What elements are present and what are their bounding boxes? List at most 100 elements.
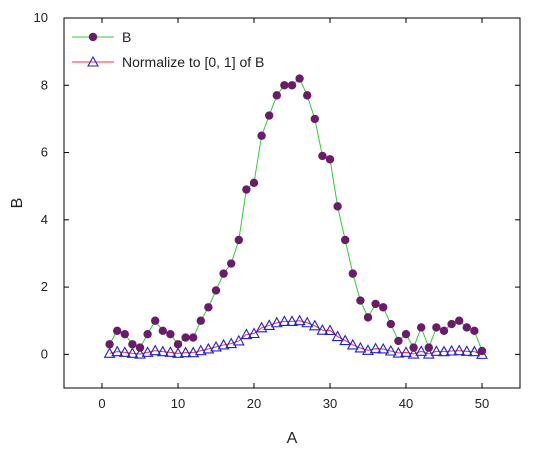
data-point: [417, 323, 426, 332]
x-tick-label: 0: [98, 396, 105, 411]
data-point: [468, 345, 481, 357]
data-point: [272, 91, 281, 100]
axis-ticks: 0 10 20 30 40 50 0 2 4 6 8 10: [34, 10, 520, 411]
data-point: [318, 151, 327, 161]
data-point: [333, 202, 342, 211]
data-point: [386, 319, 395, 329]
x-tick-label: 30: [323, 396, 337, 411]
y-tick-label: 6: [41, 145, 48, 160]
data-point: [151, 316, 160, 325]
data-point: [470, 326, 479, 336]
series-line: [109, 320, 483, 355]
data-point: [316, 324, 329, 335]
legend-marker-swatch: [88, 32, 98, 42]
legend-item: B: [72, 29, 131, 45]
data-point: [310, 114, 319, 124]
data-point: [348, 269, 357, 278]
y-tick-label: 2: [41, 279, 48, 294]
data-point: [164, 346, 177, 357]
data-point: [286, 315, 298, 326]
x-tick-label: 20: [247, 396, 261, 411]
data-point: [430, 345, 443, 356]
series-2: [103, 314, 488, 359]
y-tick-label: 10: [34, 10, 48, 25]
data-point: [202, 342, 215, 354]
data-point: [401, 329, 411, 339]
data-point: [219, 269, 228, 278]
data-point: [447, 319, 456, 329]
data-point: [354, 341, 367, 353]
data-point: [438, 345, 450, 357]
data-point: [462, 323, 471, 332]
data-point: [363, 313, 373, 322]
data-point: [339, 334, 352, 346]
data-point: [371, 299, 380, 309]
x-tick-label: 40: [399, 396, 413, 411]
data-point: [211, 286, 221, 295]
x-tick-label: 50: [475, 396, 489, 411]
data-point: [225, 337, 238, 349]
data-point: [392, 346, 405, 358]
data-point: [424, 343, 433, 352]
data-point: [453, 344, 466, 356]
data-point: [341, 235, 350, 245]
data-point: [439, 326, 449, 336]
plot-frame: [63, 17, 521, 389]
y-tick-label: 0: [41, 346, 48, 361]
data-point: [179, 346, 192, 358]
data-point: [194, 344, 207, 356]
data-point: [217, 338, 230, 350]
data-point: [409, 343, 418, 352]
data-point: [105, 340, 114, 349]
data-point: [293, 314, 306, 326]
legend-item: Normalize to [0, 1] of B: [72, 54, 264, 70]
data-point: [331, 330, 344, 342]
y-tick-label: 8: [41, 77, 48, 92]
data-point: [210, 340, 222, 352]
data-point: [149, 344, 162, 356]
data-point: [415, 345, 428, 356]
data-point: [240, 328, 253, 340]
data-point: [432, 323, 441, 332]
data-point: [346, 338, 359, 350]
data-point: [111, 345, 124, 357]
data-point: [141, 346, 154, 357]
data-point: [280, 81, 289, 90]
data-point: [257, 131, 266, 140]
data-point: [118, 346, 131, 357]
data-point: [445, 344, 458, 356]
data-point: [234, 235, 243, 245]
data-point: [477, 346, 487, 356]
data-point: [308, 319, 321, 331]
data-point: [394, 336, 403, 346]
data-point: [242, 185, 251, 194]
data-point: [422, 347, 435, 359]
data-point: [265, 111, 274, 120]
data-point: [287, 81, 297, 90]
data-point: [270, 316, 283, 328]
data-point: [249, 178, 259, 188]
series-1: [105, 74, 487, 356]
data-point: [377, 342, 390, 354]
data-point: [120, 329, 129, 339]
data-point: [134, 347, 146, 359]
series-line: [109, 77, 483, 352]
data-point: [189, 333, 198, 342]
data-point: [187, 346, 200, 358]
data-point: [156, 345, 169, 357]
x-axis-title: A: [287, 430, 298, 447]
data-point: [324, 324, 336, 336]
data-point: [232, 334, 245, 346]
legend-marker-swatch: [87, 55, 99, 67]
x-tick-label: 10: [171, 396, 185, 411]
data-point: [128, 340, 137, 349]
data-point: [263, 319, 276, 330]
data-point: [295, 74, 304, 83]
data-point: [379, 303, 388, 312]
data-point: [135, 343, 145, 352]
data-point: [356, 296, 365, 305]
data-point: [173, 340, 183, 349]
data-point: [460, 345, 473, 356]
data-point: [126, 347, 139, 358]
